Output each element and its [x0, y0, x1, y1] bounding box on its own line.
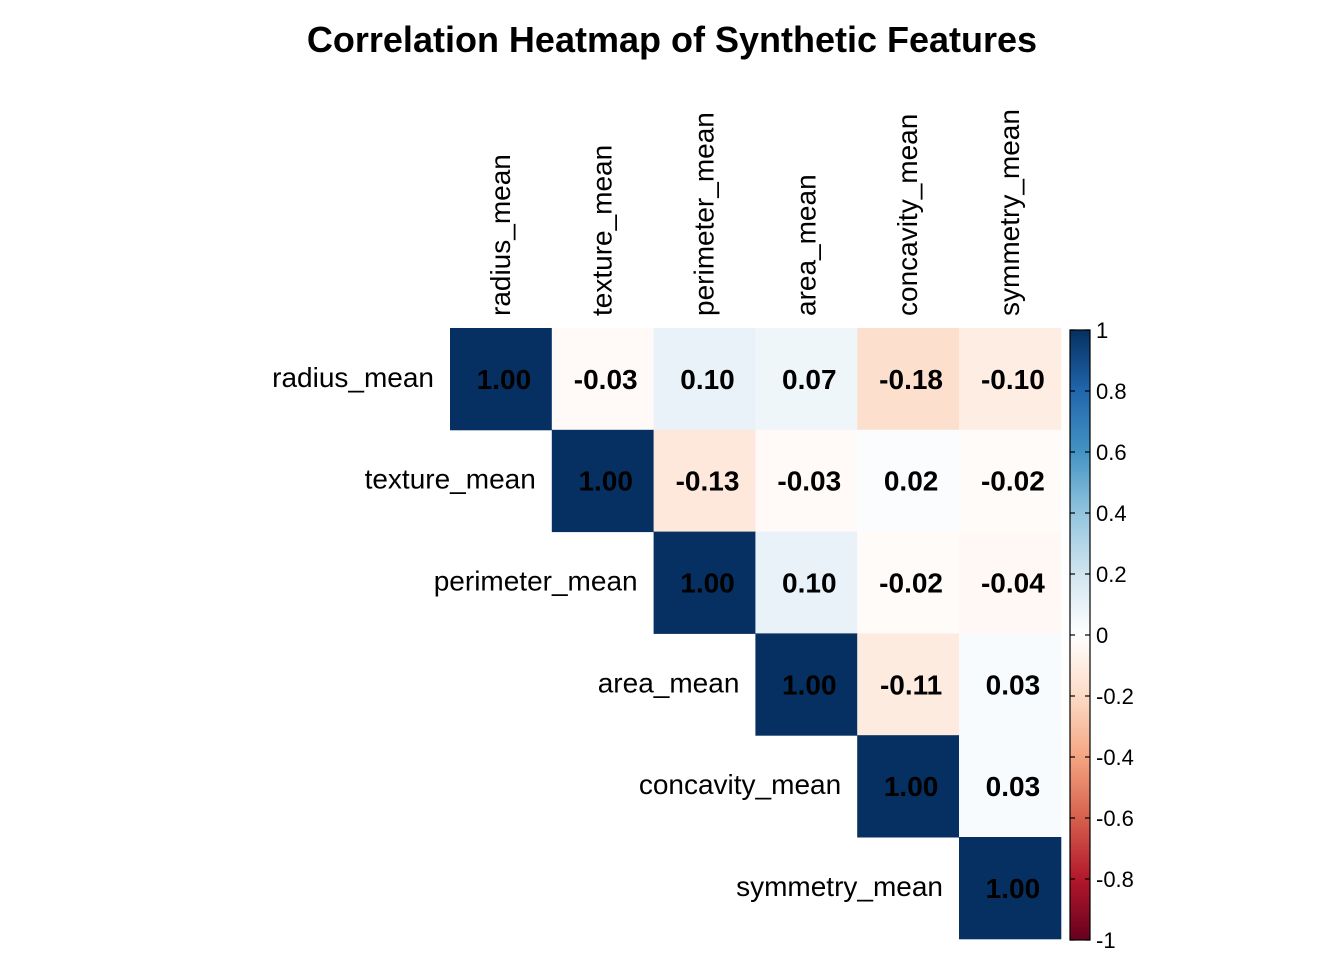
cell-value-texture_mean-texture_mean: 1.00 — [578, 466, 633, 497]
heatmap-cell-texture_mean-perimeter_mean — [653, 429, 756, 533]
cell-value-area_mean-symmetry_mean: 0.03 — [986, 669, 1041, 700]
cell-value-texture_mean-concavity_mean: 0.02 — [884, 466, 939, 497]
heatmap-cell-radius_mean-perimeter_mean — [653, 328, 756, 431]
cell-value-radius_mean-radius_mean: 1.00 — [477, 364, 532, 395]
heatmap-cell-area_mean-area_mean — [755, 633, 858, 736]
colorbar-tick-label: -0.2 — [1096, 684, 1134, 709]
column-label-symmetry_mean: symmetry_mean — [994, 109, 1025, 316]
cell-value-texture_mean-area_mean: -0.03 — [777, 466, 841, 497]
heatmap-cell-area_mean-symmetry_mean — [959, 633, 1062, 736]
heatmap-cell-radius_mean-area_mean — [755, 328, 858, 431]
cell-value-area_mean-concavity_mean: -0.11 — [880, 669, 942, 700]
heatmap-cell-texture_mean-concavity_mean — [857, 429, 960, 533]
heatmap-cell-perimeter_mean-concavity_mean — [857, 531, 960, 634]
heatmap-cell-symmetry_mean-symmetry_mean — [959, 837, 1062, 940]
colorbar-tick-label: 0.4 — [1096, 501, 1127, 526]
row-label-texture_mean: texture_mean — [365, 464, 536, 495]
heatmap-cell-texture_mean-area_mean — [755, 429, 858, 533]
cell-value-symmetry_mean-symmetry_mean: 1.00 — [986, 873, 1041, 904]
cell-value-texture_mean-perimeter_mean: -0.13 — [676, 466, 740, 497]
cell-value-radius_mean-concavity_mean: -0.18 — [879, 364, 943, 395]
column-labels: radius_mean texture_mean perimeter_mean are… — [485, 109, 1025, 316]
heatmap-cell-area_mean-concavity_mean — [857, 633, 960, 736]
cell-value-perimeter_mean-symmetry_mean: -0.04 — [981, 568, 1045, 599]
colorbar-tick-label: -0.8 — [1096, 867, 1134, 892]
heatmap-cells: 1.00 -0.03 0.10 0.07 -0.18 -0.10 1.00 -0.13 -0.0… — [450, 328, 1062, 940]
heatmap-cell-perimeter_mean-area_mean — [755, 531, 858, 634]
cell-value-concavity_mean-symmetry_mean: 0.03 — [986, 771, 1041, 802]
colorbar-tick-label: -0.6 — [1096, 806, 1134, 831]
colorbar: 1 0.8 0.6 0.4 0.2 0 -0.2 -0.4 -0.6 -0.8 -1 — [1069, 318, 1134, 953]
colorbar-tick-label: 1 — [1096, 318, 1108, 343]
colorbar-tick-label: -1 — [1096, 928, 1116, 953]
colorbar-tick-label: 0 — [1096, 623, 1108, 648]
cell-value-perimeter_mean-area_mean: 0.10 — [782, 568, 837, 599]
heatmap-cell-radius_mean-radius_mean — [450, 328, 553, 431]
column-label-perimeter_mean: perimeter_mean — [689, 112, 720, 316]
row-label-symmetry_mean: symmetry_mean — [736, 871, 943, 902]
cell-value-radius_mean-area_mean: 0.07 — [782, 364, 837, 395]
cell-value-radius_mean-symmetry_mean: -0.10 — [981, 364, 1045, 395]
chart-title: Correlation Heatmap of Synthetic Feature… — [307, 19, 1037, 60]
row-label-concavity_mean: concavity_mean — [639, 769, 841, 800]
heatmap-cell-radius_mean-texture_mean — [551, 328, 655, 431]
heatmap-cell-radius_mean-concavity_mean — [857, 328, 960, 431]
heatmap-cell-texture_mean-symmetry_mean — [959, 429, 1062, 533]
cell-value-radius_mean-perimeter_mean: 0.10 — [680, 364, 735, 395]
cell-value-texture_mean-symmetry_mean: -0.02 — [981, 466, 1045, 497]
heatmap-cell-perimeter_mean-symmetry_mean — [959, 531, 1062, 634]
column-label-texture_mean: texture_mean — [587, 145, 618, 316]
column-label-area_mean: area_mean — [790, 174, 821, 316]
row-label-area_mean: area_mean — [598, 667, 740, 698]
cell-value-radius_mean-texture_mean: -0.03 — [574, 364, 638, 395]
heatmap-cell-concavity_mean-symmetry_mean — [959, 735, 1062, 838]
cell-value-perimeter_mean-concavity_mean: -0.02 — [879, 568, 943, 599]
colorbar-tick-label: 0.2 — [1096, 562, 1127, 587]
cell-value-area_mean-area_mean: 1.00 — [782, 669, 837, 700]
colorbar-tick-label: 0.8 — [1096, 379, 1127, 404]
heatmap-cell-concavity_mean-concavity_mean — [857, 735, 960, 838]
heatmap-cell-texture_mean-texture_mean — [551, 429, 655, 533]
cell-value-perimeter_mean-perimeter_mean: 1.00 — [680, 568, 735, 599]
heatmap-cell-perimeter_mean-perimeter_mean — [653, 531, 756, 634]
row-label-perimeter_mean: perimeter_mean — [434, 566, 638, 597]
row-label-radius_mean: radius_mean — [272, 362, 434, 393]
column-label-concavity_mean: concavity_mean — [892, 114, 923, 316]
cell-value-concavity_mean-concavity_mean: 1.00 — [884, 771, 939, 802]
colorbar-tick-label: -0.4 — [1096, 745, 1134, 770]
column-label-radius_mean: radius_mean — [485, 154, 516, 316]
heatmap-cell-radius_mean-symmetry_mean — [959, 328, 1062, 431]
colorbar-tick-label: 0.6 — [1096, 440, 1127, 465]
row-labels: radius_mean texture_mean perimeter_meanare… — [272, 362, 943, 902]
